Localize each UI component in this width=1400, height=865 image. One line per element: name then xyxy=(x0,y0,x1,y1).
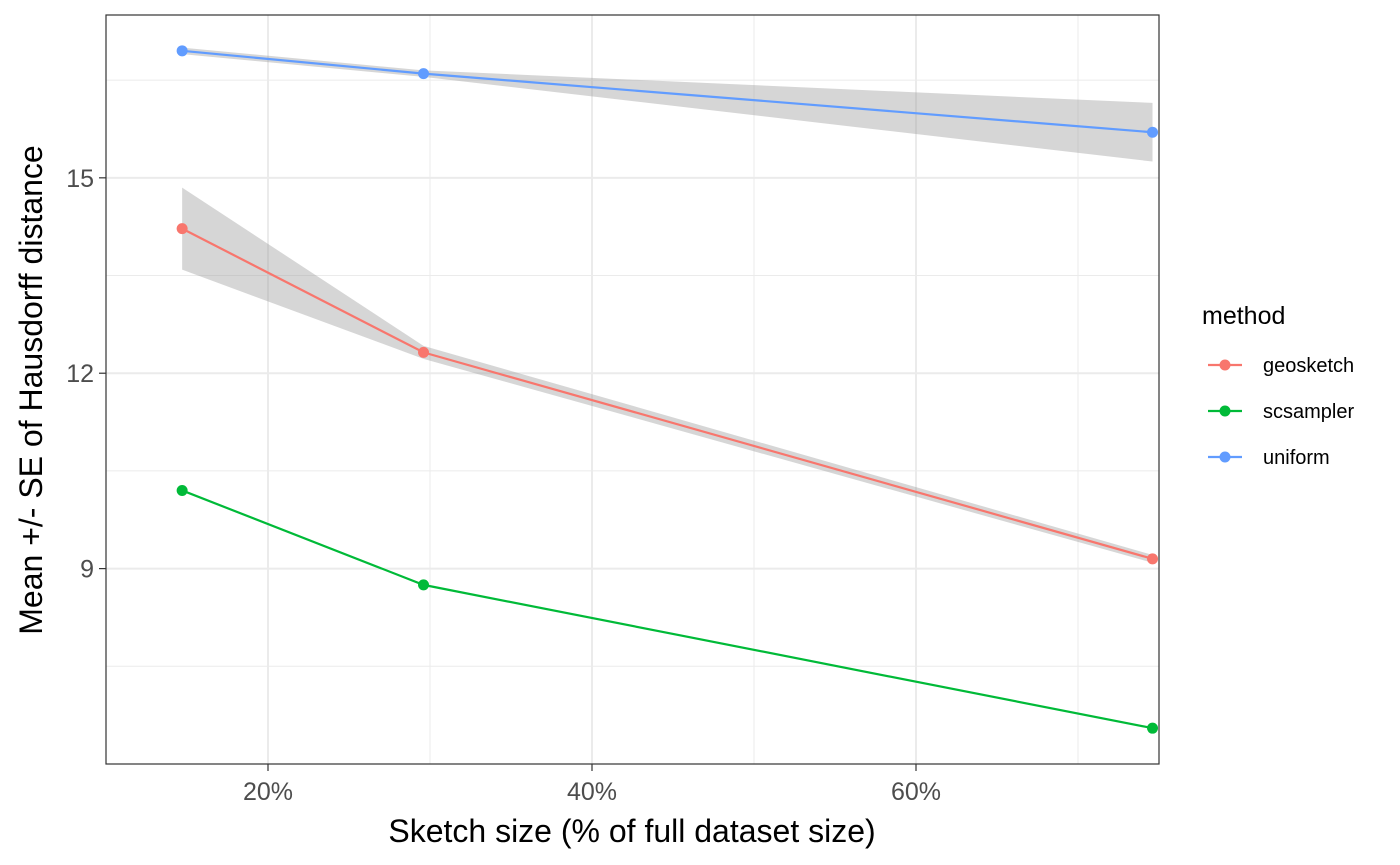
point-uniform xyxy=(1147,126,1159,138)
x-axis-title: Sketch size (% of full dataset size) xyxy=(388,813,875,849)
legend-item-scsampler: scsampler xyxy=(1208,401,1354,423)
legend-key-point xyxy=(1219,405,1231,417)
point-scsampler xyxy=(176,484,188,496)
legend-key-point xyxy=(1219,451,1231,463)
x-axis: 20% 40% 60% xyxy=(243,764,941,806)
grid-major xyxy=(106,15,1159,764)
point-scsampler xyxy=(1147,722,1159,734)
series-points xyxy=(176,45,1159,734)
legend: method geosketch scsampler uniform xyxy=(1202,302,1354,469)
x-tick-label: 60% xyxy=(891,778,941,806)
y-tick-label: 9 xyxy=(80,556,94,584)
legend-item-geosketch: geosketch xyxy=(1208,355,1354,377)
x-tick-label: 40% xyxy=(567,778,617,806)
y-tick-label: 12 xyxy=(66,360,94,388)
point-uniform xyxy=(418,68,430,80)
y-axis-title: Mean +/- SE of Hausdorff distance xyxy=(13,145,49,634)
legend-key-point xyxy=(1219,359,1231,371)
legend-label: geosketch xyxy=(1263,355,1354,377)
legend-label: uniform xyxy=(1263,447,1330,469)
point-geosketch xyxy=(418,346,430,358)
legend-title: method xyxy=(1202,302,1285,330)
x-tick-label: 20% xyxy=(243,778,293,806)
point-scsampler xyxy=(418,579,430,591)
point-uniform xyxy=(176,45,188,57)
y-axis: 9 12 15 xyxy=(66,165,106,584)
point-geosketch xyxy=(1147,553,1159,565)
panel-border xyxy=(105,14,1160,765)
point-geosketch xyxy=(176,223,188,235)
legend-item-uniform: uniform xyxy=(1208,447,1330,469)
y-tick-label: 15 xyxy=(66,165,94,193)
legend-label: scsampler xyxy=(1263,401,1354,423)
panel-background xyxy=(106,15,1159,764)
